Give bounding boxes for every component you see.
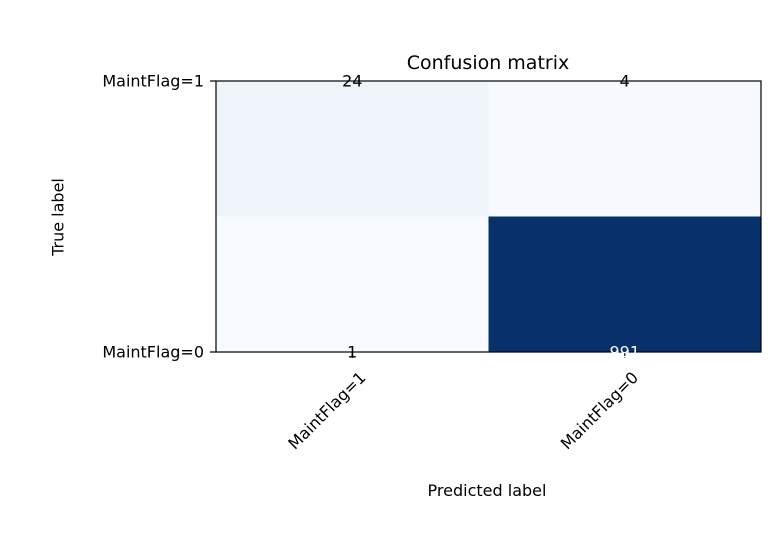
cell-value-labels: 24 4 1 991 <box>342 72 640 362</box>
cell-r1-c1 <box>488 216 762 353</box>
x-axis-label: Predicted label <box>428 481 547 500</box>
x-tick-label-0: MaintFlag=1 <box>284 368 369 453</box>
cell-r0-c0 <box>216 81 489 217</box>
cell-value-r1-c0: 1 <box>347 343 357 362</box>
y-tick-label-1: MaintFlag=0 <box>102 343 204 362</box>
cell-value-r0-c0: 24 <box>342 72 362 91</box>
x-tick-label-1: MaintFlag=0 <box>557 368 642 453</box>
cell-value-r1-c1: 991 <box>609 343 640 362</box>
plot-frame <box>215 80 762 353</box>
cell-r0-c1 <box>488 81 762 217</box>
cell-value-r0-c1: 4 <box>620 72 630 91</box>
cell-r1-c0 <box>216 216 489 353</box>
y-tick-label-0: MaintFlag=1 <box>102 72 204 91</box>
y-axis-label: True label <box>49 178 68 257</box>
heatmap-cells <box>216 81 762 353</box>
chart-title: Confusion matrix <box>407 52 569 74</box>
